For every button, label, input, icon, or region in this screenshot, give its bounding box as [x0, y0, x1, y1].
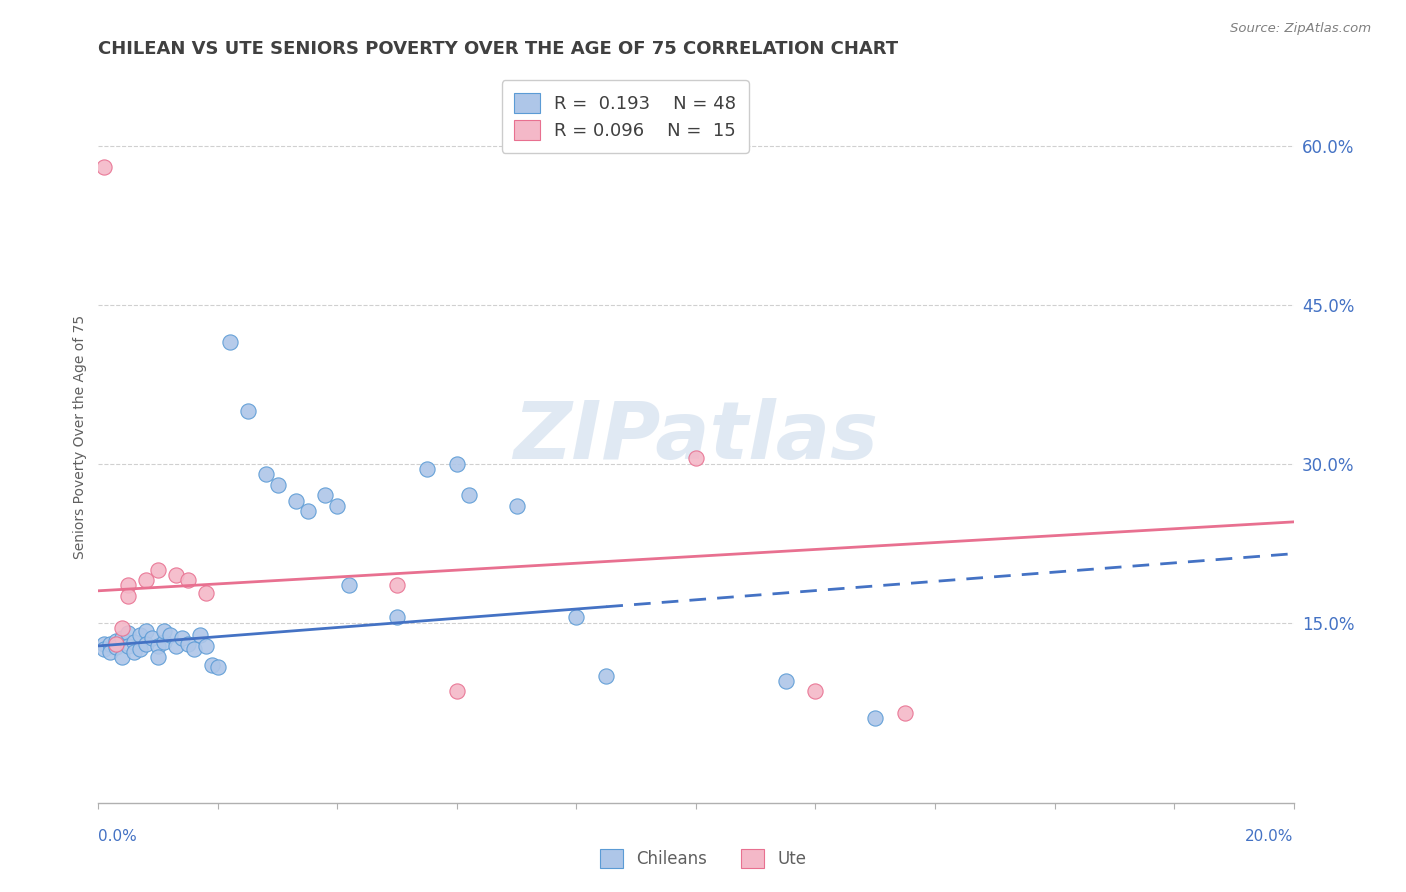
Point — [183, 642, 205, 657]
Text: 20.0%: 20.0% — [1246, 830, 1294, 845]
Point — [685, 451, 707, 466]
Point — [135, 624, 157, 638]
Point — [148, 639, 170, 653]
Point — [105, 640, 128, 654]
Point — [219, 334, 242, 349]
Point — [267, 477, 290, 491]
Point — [236, 403, 259, 417]
Point — [117, 578, 139, 592]
Point — [129, 642, 152, 657]
Point — [141, 632, 163, 646]
Point — [153, 634, 176, 648]
Point — [165, 567, 187, 582]
Point — [315, 488, 337, 502]
Point — [339, 578, 360, 592]
Point — [284, 493, 307, 508]
Text: CHILEAN VS UTE SENIORS POVERTY OVER THE AGE OF 75 CORRELATION CHART: CHILEAN VS UTE SENIORS POVERTY OVER THE … — [98, 40, 898, 58]
Point — [148, 649, 170, 664]
Point — [188, 628, 211, 642]
Point — [124, 645, 146, 659]
Point — [201, 658, 224, 673]
Point — [177, 637, 200, 651]
Point — [775, 673, 797, 688]
Legend: R =  0.193    N = 48, R = 0.096    N =  15: R = 0.193 N = 48, R = 0.096 N = 15 — [502, 80, 749, 153]
Text: 0.0%: 0.0% — [98, 830, 138, 845]
Point — [446, 457, 468, 471]
Point — [595, 668, 617, 682]
Point — [506, 499, 529, 513]
Point — [129, 628, 152, 642]
Point — [100, 637, 122, 651]
Point — [135, 637, 157, 651]
Point — [111, 649, 134, 664]
Point — [93, 637, 115, 651]
Point — [195, 586, 218, 600]
Point — [446, 684, 468, 698]
Point — [297, 504, 319, 518]
Point — [159, 628, 181, 642]
Point — [105, 637, 128, 651]
Point — [894, 706, 917, 720]
Point — [172, 632, 194, 646]
Point — [135, 573, 157, 587]
Point — [93, 642, 115, 657]
Point — [195, 639, 218, 653]
Point — [124, 634, 146, 648]
Point — [385, 610, 409, 624]
Point — [100, 645, 122, 659]
Legend: Chileans, Ute: Chileans, Ute — [593, 843, 813, 875]
Point — [93, 160, 115, 174]
Point — [458, 488, 481, 502]
Point — [326, 499, 349, 513]
Point — [804, 684, 827, 698]
Point — [207, 660, 229, 674]
Point — [111, 632, 134, 646]
Point — [177, 573, 200, 587]
Point — [565, 610, 588, 624]
Point — [117, 589, 139, 603]
Point — [117, 639, 139, 653]
Point — [148, 563, 170, 577]
Text: Source: ZipAtlas.com: Source: ZipAtlas.com — [1230, 22, 1371, 36]
Text: ZIPatlas: ZIPatlas — [513, 398, 879, 476]
Point — [865, 711, 887, 725]
Point — [111, 621, 134, 635]
Point — [117, 626, 139, 640]
Point — [416, 462, 439, 476]
Y-axis label: Seniors Poverty Over the Age of 75: Seniors Poverty Over the Age of 75 — [73, 315, 87, 559]
Point — [153, 624, 176, 638]
Point — [165, 639, 187, 653]
Point — [105, 633, 128, 648]
Point — [254, 467, 277, 482]
Point — [385, 578, 409, 592]
